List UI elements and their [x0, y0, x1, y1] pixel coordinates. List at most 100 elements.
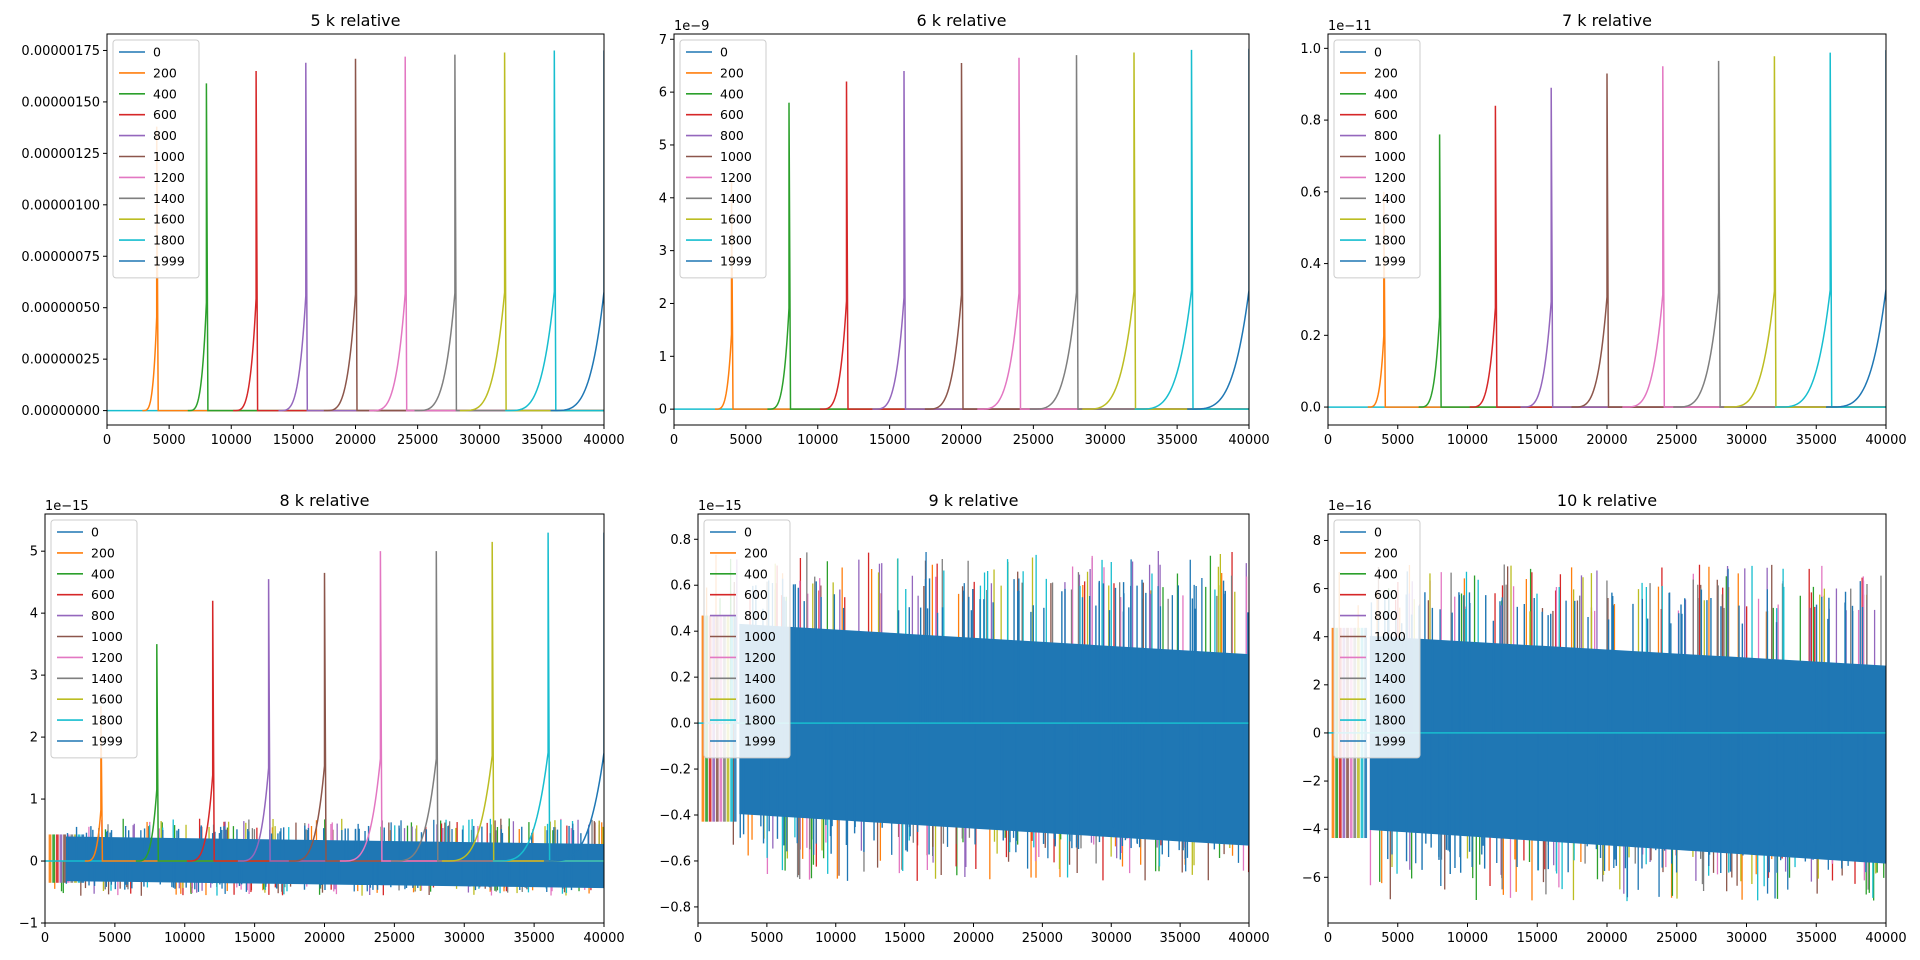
- x-tick-label: 30000: [444, 931, 485, 946]
- legend-entry: 600: [1374, 107, 1398, 122]
- legend-entry: 1999: [91, 734, 123, 749]
- y-tick-label: 0.0: [670, 717, 691, 732]
- x-tick-label: 40000: [1865, 931, 1906, 946]
- x-tick-label: 15000: [1517, 931, 1558, 946]
- legend-entry: 1200: [153, 170, 185, 185]
- y-tick-label: 2: [1313, 678, 1321, 693]
- noise-band-4: [59, 834, 63, 883]
- x-tick-label: 35000: [1159, 931, 1200, 946]
- legend-entry: 1999: [153, 254, 185, 269]
- legend: 0 200 400 600 800 1000 1200 1400 1600 1800 1999: [112, 39, 200, 279]
- y-tick-label: 0.00000025: [21, 353, 100, 368]
- legend-entry: 1800: [744, 713, 776, 728]
- x-tick-label: 15000: [1517, 433, 1558, 448]
- y-tick-label: 0: [659, 403, 667, 418]
- y-tick-label: 0.4: [1300, 257, 1321, 272]
- legend-entry: 600: [1374, 587, 1398, 602]
- series-line-1000: [924, 63, 1249, 410]
- legend-entry: 600: [744, 587, 768, 602]
- plot-area: [1328, 50, 1886, 408]
- y-tick-label: 6: [1313, 582, 1321, 597]
- legend-entry: 0: [91, 525, 99, 540]
- legend-entry: 200: [153, 65, 177, 80]
- legend-entry: 1800: [1374, 713, 1406, 728]
- x-tick-label: 25000: [1656, 433, 1697, 448]
- series-line-200: [714, 181, 1249, 410]
- y-tick-label: 6: [659, 86, 667, 101]
- series-line-1000: [1571, 73, 1886, 408]
- subplot-title: 9 k relative: [929, 491, 1019, 510]
- y-tick-label: 4: [659, 191, 667, 206]
- y-tick-label: 1: [659, 350, 667, 365]
- legend-entry: 200: [720, 65, 744, 80]
- offset-label: 1e−15: [45, 499, 89, 514]
- x-tick-label: 40000: [583, 931, 624, 946]
- legend-entry: 1400: [744, 671, 776, 686]
- legend-entry: 1800: [91, 713, 123, 728]
- x-tick-label: 30000: [1085, 433, 1126, 448]
- noise-band-main: [739, 623, 1249, 846]
- legend-entry: 800: [744, 608, 768, 623]
- x-tick-label: 15000: [234, 931, 275, 946]
- legend-entry: 800: [720, 128, 744, 143]
- legend-entry: 0: [1374, 45, 1382, 60]
- legend-entry: 1200: [1374, 170, 1406, 185]
- legend-entry: 1200: [1374, 650, 1406, 665]
- plot-area: [674, 48, 1249, 410]
- noise-band-5: [63, 834, 66, 883]
- legend-entry: 1400: [91, 671, 123, 686]
- x-tick-label: 25000: [374, 931, 415, 946]
- legend-entry: 1600: [91, 692, 123, 707]
- y-tick-label: 7: [659, 33, 667, 48]
- x-tick-label: 15000: [869, 433, 910, 448]
- legend-entry: 1200: [91, 650, 123, 665]
- noise-band-3: [55, 834, 59, 883]
- legend-entry: 1999: [720, 254, 752, 269]
- legend-entry: 400: [744, 566, 768, 581]
- noise-band-2: [52, 834, 56, 883]
- series-line-600: [233, 71, 604, 412]
- legend-entry: 200: [744, 545, 768, 560]
- x-tick-label: 0: [41, 931, 49, 946]
- series-line-400: [187, 83, 604, 412]
- legend-entry: 800: [1374, 608, 1398, 623]
- y-tick-label: 1.0: [1300, 42, 1321, 57]
- series-line-1600: [1724, 56, 1886, 408]
- noise-band-main: [1369, 635, 1886, 864]
- legend-entry: 1400: [1374, 191, 1406, 206]
- series-line-1200: [1622, 66, 1886, 408]
- x-tick-label: 0: [670, 433, 678, 448]
- y-tick-label: 0.6: [1300, 185, 1321, 200]
- y-tick-label: 0.0: [1300, 401, 1321, 416]
- y-tick-label: −2: [1302, 775, 1321, 790]
- subplot-5: 9 k relative 1e−15 0 5000 10000 15000 20000 2…: [659, 491, 1269, 946]
- x-tick-label: 20000: [304, 931, 345, 946]
- y-tick-label: 2: [30, 731, 38, 746]
- x-tick-label: 20000: [335, 433, 376, 448]
- legend-entry: 200: [1374, 545, 1398, 560]
- series-line-400: [135, 644, 604, 862]
- legend-entry: 600: [153, 107, 177, 122]
- y-tick-label: 3: [30, 669, 38, 684]
- legend-entry: 800: [153, 128, 177, 143]
- subplot-title: 10 k relative: [1557, 491, 1657, 510]
- subplot-title: 5 k relative: [311, 11, 401, 30]
- legend: 0 200 400 600 800 1000 1200 1400 1600 1800 1999: [1333, 39, 1421, 279]
- series-line-1999: [1826, 50, 1886, 408]
- x-tick-label: 35000: [1156, 433, 1197, 448]
- subplot-3: 7 k relative 1e−11 0 5000 10000 15000 20000 2…: [1300, 11, 1906, 448]
- series-line-1000: [288, 572, 604, 862]
- series-line-1800: [505, 50, 604, 412]
- subplot-title: 8 k relative: [280, 491, 370, 510]
- series-line-1200: [977, 57, 1249, 410]
- legend-entry: 1999: [744, 734, 776, 749]
- legend-entry: 400: [91, 566, 115, 581]
- y-tick-label: 0.00000150: [21, 95, 100, 110]
- series-line-200: [142, 126, 604, 412]
- x-tick-label: 35000: [1796, 433, 1837, 448]
- x-tick-label: 30000: [1091, 931, 1132, 946]
- noise-band-1: [48, 834, 52, 883]
- x-tick-label: 5000: [153, 433, 186, 448]
- x-tick-label: 5000: [1381, 931, 1414, 946]
